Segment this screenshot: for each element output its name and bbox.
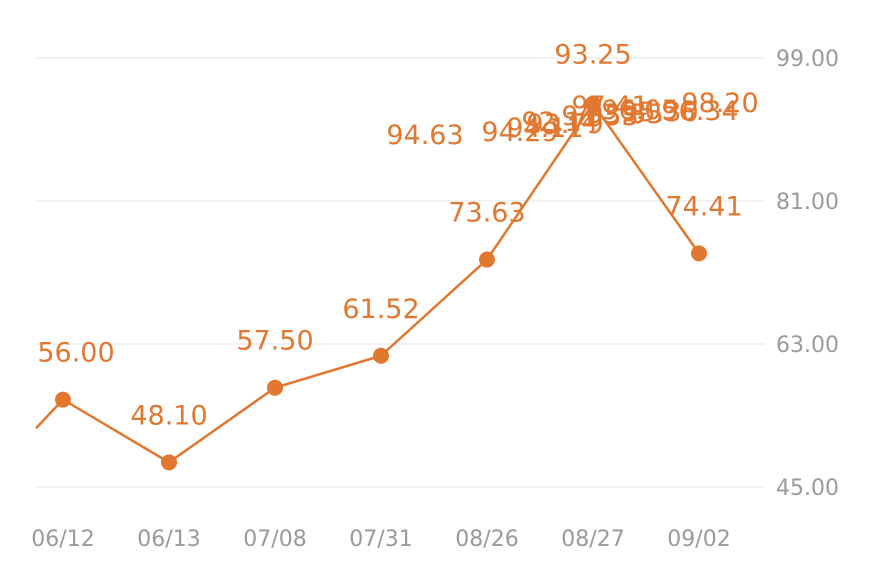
data-label-overlap: 94.29: [481, 117, 558, 148]
x-axis-ticks: 06/12 06/13 07/08 07/31 08/26 08/27 09/02: [31, 527, 730, 552]
data-point: [55, 391, 71, 408]
data-label-overlap: 93.55: [586, 99, 663, 130]
x-tick-label: 07/31: [349, 527, 412, 552]
x-tick-label: 07/08: [243, 527, 306, 552]
data-point: [373, 347, 389, 364]
data-label-overlap: 96.05: [601, 95, 678, 126]
data-label: 74.41: [665, 191, 742, 222]
data-point: [585, 95, 601, 112]
grid-lines: [36, 57, 765, 488]
y-tick-label: 63.00: [776, 333, 839, 358]
y-tick-label: 45.00: [776, 476, 839, 501]
x-tick-label: 08/26: [455, 527, 518, 552]
data-point: [691, 245, 707, 262]
series-group: 56.00 48.10 57.50 61.52 73.63 93.25 74.41: [35, 40, 743, 471]
data-point: [479, 251, 495, 268]
data-label-overlap: 96.34: [661, 96, 738, 127]
data-point: [267, 379, 283, 396]
series-line: [35, 102, 701, 464]
x-tick-label: 08/27: [561, 527, 624, 552]
data-label-overlap: 94.63: [386, 120, 463, 151]
y-tick-label: 99.00: [776, 47, 839, 72]
data-label: 93.25: [554, 40, 631, 71]
x-tick-label: 09/02: [667, 527, 730, 552]
data-label: 48.10: [130, 400, 207, 431]
data-label-overlap: 94.11: [506, 113, 583, 144]
data-label-overlap: 95.30: [621, 97, 698, 128]
data-label: 61.52: [342, 294, 419, 325]
data-label-overlap: 92.14: [521, 107, 598, 138]
y-axis-ticks: 45.00 63.00 81.00 99.00: [776, 47, 839, 501]
data-label-overlap: 93.53: [561, 101, 638, 132]
data-label: 56.00: [37, 338, 114, 369]
x-tick-label: 06/13: [137, 527, 200, 552]
data-label: 57.50: [236, 326, 313, 357]
data-label-overlap: 98.20: [681, 88, 758, 119]
data-label-overlap: 97.41: [571, 91, 648, 122]
data-label-overlap: 93.79: [526, 109, 603, 140]
data-point: [161, 454, 177, 471]
y-tick-label: 81.00: [776, 190, 839, 215]
x-tick-label: 06/12: [31, 527, 94, 552]
data-label: 73.63: [448, 198, 525, 229]
